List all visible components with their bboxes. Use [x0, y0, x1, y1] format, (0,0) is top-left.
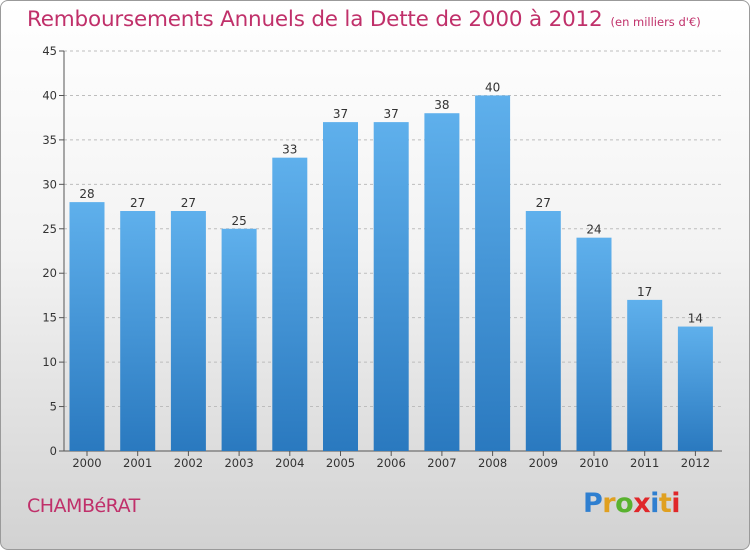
bar-2004	[272, 157, 308, 451]
x-tick-label-2001: 2001	[123, 456, 152, 470]
y-tick-label: 25	[42, 222, 57, 236]
bar-chart: 0 5 10 15 20 25 30 35 40 45 28 2000 27 2001 27 2002 25 20…	[42, 44, 722, 470]
x-tick-label-2002: 2002	[174, 456, 203, 470]
y-tick-label: 15	[42, 311, 57, 325]
data-label-2012: 14	[688, 312, 703, 326]
data-label-2005: 37	[333, 107, 348, 121]
x-tick-label-2005: 2005	[326, 456, 355, 470]
data-label-2001: 27	[130, 196, 145, 210]
bar-2005	[323, 122, 358, 451]
bar-2009	[525, 211, 561, 451]
logo-letter: o	[615, 488, 634, 519]
chart-title: Remboursements Annuels de la Dette de 20…	[27, 7, 701, 32]
data-label-2004: 33	[282, 143, 297, 157]
x-tick-label-2006: 2006	[377, 456, 406, 470]
x-tick-label-2007: 2007	[427, 456, 456, 470]
logo-letter: P	[583, 488, 603, 519]
logo-letter: t	[658, 488, 672, 519]
bar-2006	[373, 122, 409, 451]
logo-letter: i	[650, 488, 659, 519]
proxiti-logo[interactable]: Proxiti	[583, 488, 681, 519]
data-label-2011: 17	[637, 285, 652, 299]
data-label-2009: 27	[536, 196, 551, 210]
y-tick-label: 30	[42, 177, 57, 191]
data-label-2006: 37	[384, 107, 399, 121]
x-tick-label-2009: 2009	[529, 456, 558, 470]
town-name: CHAMBéRAT	[27, 495, 140, 517]
x-tick-label-2011: 2011	[630, 456, 659, 470]
data-label-2003: 25	[231, 214, 246, 228]
y-tick-label: 35	[42, 133, 57, 147]
x-tick-label-2000: 2000	[72, 456, 101, 470]
y-tick-label: 40	[42, 88, 57, 102]
x-tick-label-2010: 2010	[579, 456, 608, 470]
chart-subtitle: (en milliers d'€)	[610, 15, 701, 29]
data-label-2007: 38	[434, 98, 449, 112]
bar-2008	[475, 95, 511, 451]
x-tick-label-2003: 2003	[224, 456, 253, 470]
bar-2003	[221, 228, 257, 451]
chart-title-text: Remboursements Annuels de la Dette de 20…	[27, 7, 603, 32]
y-tick-label: 10	[42, 355, 57, 369]
data-label-2002: 27	[181, 196, 196, 210]
data-label-2010: 24	[586, 223, 601, 237]
x-tick-label-2004: 2004	[275, 456, 304, 470]
bar-2010	[576, 237, 612, 451]
y-tick-label: 20	[42, 266, 57, 280]
bar-2000	[69, 202, 105, 451]
y-tick-label: 5	[50, 400, 57, 414]
bar-2011	[627, 299, 663, 451]
y-tick-label: 45	[42, 44, 57, 58]
bar-2001	[120, 211, 156, 451]
x-tick-label-2012: 2012	[681, 456, 710, 470]
data-label-2008: 40	[485, 80, 500, 94]
bar-2007	[424, 113, 460, 451]
data-label-2000: 28	[79, 187, 94, 201]
logo-letter: r	[602, 488, 616, 519]
bar-2002	[170, 211, 206, 451]
bar-2012	[677, 326, 713, 451]
logo-letter: x	[633, 488, 651, 519]
logo-letter: i	[671, 488, 681, 519]
y-tick-label: 0	[50, 444, 57, 458]
x-tick-label-2008: 2008	[478, 456, 507, 470]
